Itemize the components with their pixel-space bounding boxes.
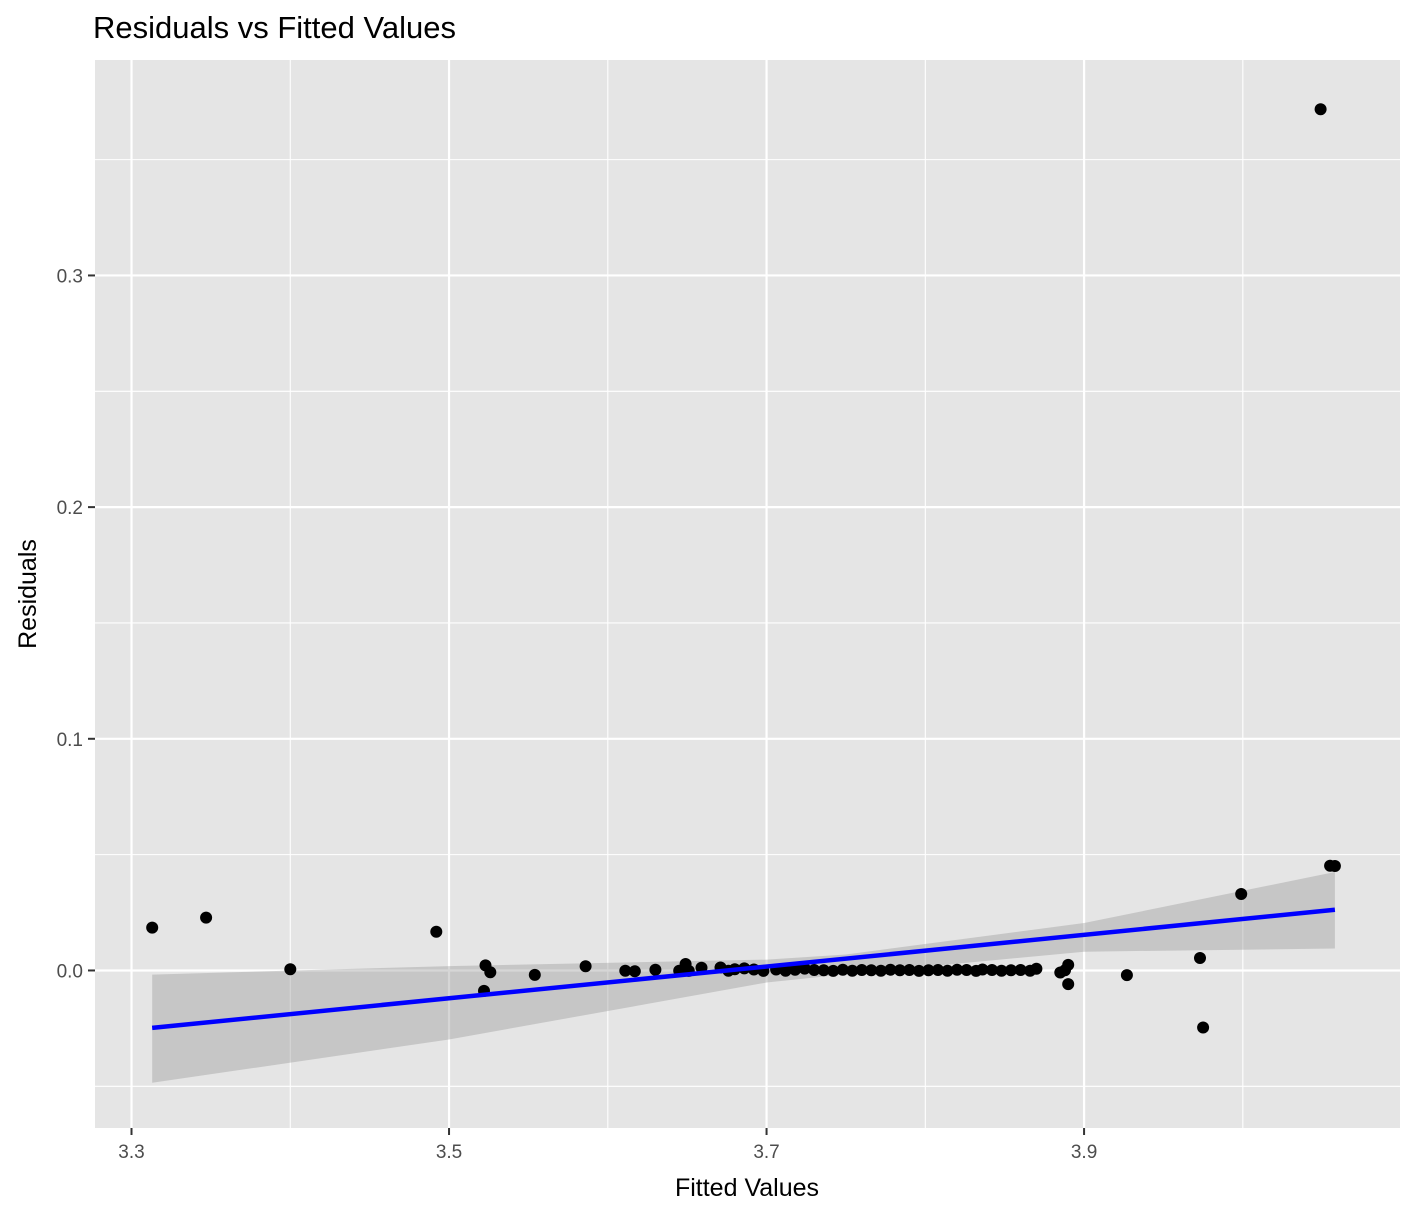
data-point xyxy=(1062,978,1075,991)
data-point xyxy=(1062,958,1075,971)
data-point xyxy=(1120,969,1133,982)
y-tick-label: 0.3 xyxy=(57,266,83,287)
data-point xyxy=(1030,962,1043,975)
data-point xyxy=(789,963,802,976)
data-point xyxy=(960,964,973,976)
data-point xyxy=(779,964,792,977)
data-point xyxy=(893,964,906,977)
data-point xyxy=(1314,103,1327,116)
data-point xyxy=(649,963,662,976)
minor-gridlines xyxy=(95,60,1400,1128)
data-point xyxy=(1328,860,1341,872)
fit-line xyxy=(151,907,1336,1031)
data-point xyxy=(995,964,1008,977)
x-tick-label: 3.5 xyxy=(436,1142,462,1163)
y-tick-label: 0.2 xyxy=(57,498,83,519)
data-point xyxy=(146,921,159,934)
data-point xyxy=(798,962,811,975)
y-axis: 0.0 0.1 0.2 0.3 xyxy=(57,266,95,982)
data-point xyxy=(528,968,541,981)
x-axis: 3.3 3.5 3.7 3.9 xyxy=(118,1128,1097,1163)
data-point xyxy=(874,964,887,977)
x-axis-title: Fitted Values xyxy=(675,1174,819,1202)
data-points xyxy=(146,103,1341,1034)
data-point xyxy=(1194,952,1206,964)
confidence-ribbon-layer xyxy=(152,872,1335,1083)
data-point xyxy=(922,964,935,977)
data-point xyxy=(865,964,878,977)
fit-line-layer xyxy=(151,907,1336,1031)
chart-title: Residuals vs Fitted Values xyxy=(93,10,456,45)
plot-panel xyxy=(95,60,1400,1128)
data-point xyxy=(913,964,925,977)
data-point xyxy=(430,925,443,938)
data-point xyxy=(855,964,868,976)
data-point xyxy=(951,963,964,976)
y-tick-label: 0.0 xyxy=(57,961,83,982)
y-axis-title: Residuals xyxy=(14,539,42,649)
data-point xyxy=(484,966,497,979)
data-point xyxy=(932,964,944,976)
data-point xyxy=(1197,1021,1210,1034)
data-point xyxy=(941,964,954,977)
data-point xyxy=(846,964,859,977)
data-point xyxy=(200,911,213,924)
data-point xyxy=(284,963,297,976)
y-tick-label: 0.1 xyxy=(57,730,83,751)
confidence-ribbon xyxy=(152,872,1335,1083)
data-point xyxy=(827,964,840,977)
data-point xyxy=(836,963,849,976)
data-point xyxy=(579,960,592,973)
data-point xyxy=(884,963,897,976)
data-point xyxy=(1005,964,1017,977)
data-point xyxy=(817,964,830,977)
data-point xyxy=(619,964,632,977)
data-point xyxy=(808,964,821,976)
data-point xyxy=(976,963,989,976)
x-tick-label: 3.9 xyxy=(1071,1142,1097,1163)
data-point xyxy=(1235,888,1248,900)
x-tick-label: 3.7 xyxy=(753,1142,779,1163)
data-point xyxy=(986,964,998,976)
x-tick-label: 3.3 xyxy=(118,1142,144,1163)
data-point xyxy=(628,965,641,978)
data-point xyxy=(903,964,916,976)
data-point xyxy=(1014,964,1027,976)
major-gridlines xyxy=(95,60,1400,1128)
